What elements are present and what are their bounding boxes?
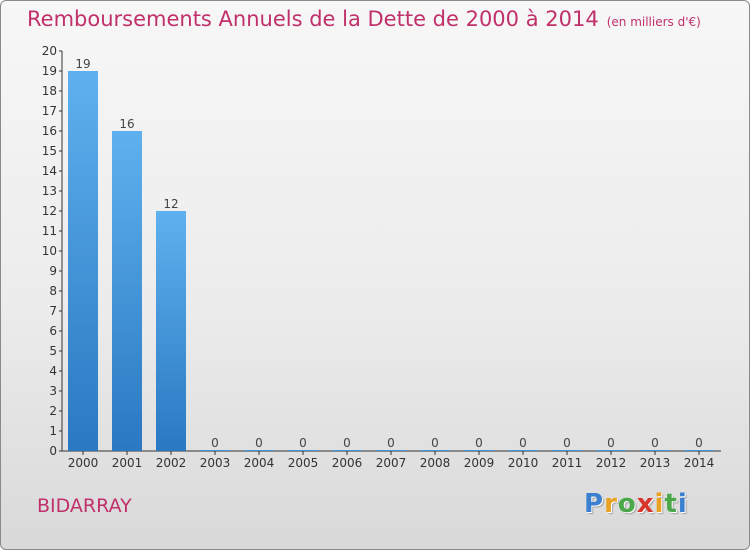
- bar: [288, 450, 318, 451]
- logo-letter: r: [604, 489, 618, 519]
- bar-value-label: 0: [695, 436, 703, 450]
- x-tick-label: 2013: [640, 456, 671, 470]
- bar-value-labels: 19 16 12 0 0 0 0 0 0 0 0 0 0 0 0: [75, 57, 702, 450]
- bar: [156, 211, 186, 451]
- y-tick-label: 12: [42, 204, 57, 218]
- y-tick-label: 5: [49, 344, 57, 358]
- y-tick-label: 2: [49, 404, 57, 418]
- y-tick-label: 14: [42, 164, 57, 178]
- bar: [244, 450, 274, 451]
- x-axis-ticks: 2000 2001 2002 2003 2004 2005 2006 2007 2008 2009…: [68, 451, 715, 470]
- bar: [200, 450, 230, 451]
- bar: [376, 450, 406, 451]
- bar: [332, 450, 362, 451]
- x-tick-label: 2008: [420, 456, 451, 470]
- bar-value-label: 0: [343, 436, 351, 450]
- y-tick-label: 16: [42, 124, 57, 138]
- bar: [508, 450, 538, 451]
- bar: [596, 450, 626, 451]
- bar: [552, 450, 582, 451]
- bar-value-label: 0: [387, 436, 395, 450]
- bar: [684, 450, 714, 451]
- proxiti-logo: Proxiti: [584, 489, 688, 519]
- bar-value-label: 0: [651, 436, 659, 450]
- y-tick-label: 20: [42, 44, 57, 58]
- commune-name: BIDARRAY: [37, 495, 132, 517]
- y-tick-label: 17: [42, 104, 57, 118]
- x-tick-label: 2011: [552, 456, 583, 470]
- bar-value-label: 0: [255, 436, 263, 450]
- x-tick-label: 2002: [156, 456, 187, 470]
- y-tick-label: 0: [49, 444, 57, 458]
- x-tick-label: 2007: [376, 456, 407, 470]
- bar-value-label: 0: [607, 436, 615, 450]
- y-tick-label: 1: [49, 424, 57, 438]
- logo-letter: t: [664, 489, 678, 519]
- bar-value-label: 0: [431, 436, 439, 450]
- x-tick-label: 2006: [332, 456, 363, 470]
- y-tick-label: 7: [49, 304, 57, 318]
- bar-value-label: 0: [563, 436, 571, 450]
- bar-value-label: 0: [211, 436, 219, 450]
- chart-unit: (en milliers d'€): [606, 15, 701, 29]
- bars: [68, 71, 714, 451]
- x-tick-label: 2003: [200, 456, 231, 470]
- x-tick-label: 2000: [68, 456, 99, 470]
- x-tick-label: 2009: [464, 456, 495, 470]
- bar-value-label: 0: [475, 436, 483, 450]
- bar-value-label: 16: [119, 117, 134, 131]
- logo-letter: P: [584, 489, 605, 519]
- y-tick-label: 13: [42, 184, 57, 198]
- bar-value-label: 0: [519, 436, 527, 450]
- bar-value-label: 12: [163, 197, 178, 211]
- x-tick-label: 2012: [596, 456, 627, 470]
- y-tick-label: 11: [42, 224, 57, 238]
- y-tick-label: 10: [42, 244, 57, 258]
- y-tick-label: 4: [49, 364, 57, 378]
- bar: [640, 450, 670, 451]
- y-tick-label: 15: [42, 144, 57, 158]
- y-tick-label: 3: [49, 384, 57, 398]
- x-tick-label: 2014: [684, 456, 715, 470]
- bar: [420, 450, 450, 451]
- y-tick-label: 18: [42, 84, 57, 98]
- logo-letter: x: [636, 489, 655, 519]
- x-tick-label: 2005: [288, 456, 319, 470]
- logo-letter: o: [617, 489, 637, 519]
- y-tick-label: 9: [49, 264, 57, 278]
- bar: [112, 131, 142, 451]
- x-tick-label: 2010: [508, 456, 539, 470]
- bar: [464, 450, 494, 451]
- chart-title: Remboursements Annuels de la Dette de 20…: [27, 7, 701, 31]
- y-tick-label: 6: [49, 324, 57, 338]
- bar-value-label: 19: [75, 57, 90, 71]
- y-tick-label: 19: [42, 64, 57, 78]
- logo-letter: i: [677, 489, 688, 519]
- bar: [68, 71, 98, 451]
- x-tick-label: 2001: [112, 456, 143, 470]
- bar-value-label: 0: [299, 436, 307, 450]
- x-tick-label: 2004: [244, 456, 275, 470]
- logo-letter: i: [654, 489, 665, 519]
- y-tick-label: 8: [49, 284, 57, 298]
